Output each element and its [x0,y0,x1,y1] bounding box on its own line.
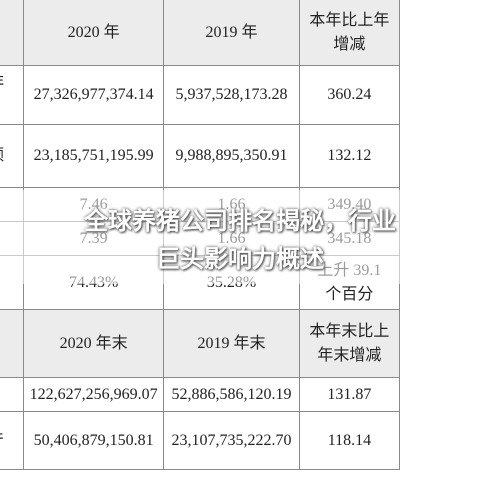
cell-text: 122,627,256,969.07 [29,385,158,403]
table-row: 的净资产 50,406,879,150.81 23,107,735,222.70 11… [0,411,401,470]
table-cell: 50,406,879,150.81 [22,411,165,470]
overlay-caption: 全球养猪公司排名揭秘，行业 巨头影响力概述 [0,202,480,278]
caption-line: 巨头影响力概述 [156,245,324,273]
table-cell: 9,988,895,350.91 [163,124,300,188]
caption-line: 全球养猪公司排名揭秘，行业 [84,207,396,235]
overlay-band [0,190,480,284]
cell-text: 2019 年末 [197,334,266,352]
cell-text: 132.12 [327,147,372,164]
cell-text: 360.24 [327,86,372,103]
cell-text: 2019 年 [205,23,258,41]
cell-text: 个百分 [325,285,374,303]
table-cell [0,309,24,378]
table-cell: 5,937,528,173.28 [163,65,300,125]
cell-text: 27,326,977,374.14 [33,86,154,103]
table-cell: 2019 年 [163,0,300,66]
cell-text: 年末增减 [317,346,382,364]
table-cell: 2020 年 [22,0,165,66]
table-row: 的扣除非（元） 27,326,977,374.14 5,937,528,173.28… [0,65,401,125]
cell-text: 增减 [333,35,366,53]
table-row: 流量净额 23,185,751,195.99 9,988,895,350.91 132… [0,124,401,188]
cell-text: 2020 年末 [59,334,128,352]
cell-text: 本年末比上 [309,322,390,340]
cell-text: 52,886,586,120.19 [171,385,292,403]
header-row: 2020 年 2019 年 本年比上年增减 [0,0,401,66]
cell-text: 5,937,528,173.28 [175,86,288,103]
table-row: 122,627,256,969.07 52,886,586,120.19 131.8… [0,377,401,412]
table-cell [0,0,24,66]
cell-text: 23,107,735,222.70 [171,431,292,449]
table-cell: 本年末比上 年末增减 [298,309,401,378]
table-cell: 23,185,751,195.99 [22,124,165,188]
cell-text: 的扣除非 [0,71,22,95]
table-cell: 131.87 [298,377,401,412]
table-cell: 360.24 [298,65,401,125]
header-row: 2020 年末 2019 年末 本年末比上年末增减 [0,309,401,378]
table-cell: 流量净额 [0,124,24,188]
table-cell: 2020 年末 [22,309,165,378]
table-cell [0,377,24,412]
cell-text: 9,988,895,350.91 [175,147,288,164]
cell-text: 的净资产 [0,429,22,453]
table-cell: 的净资产 [0,411,24,470]
table-cell: 本年比上年 增减 [298,0,401,66]
table-cell: 118.14 [298,411,401,470]
cell-text: 23,185,751,195.99 [33,147,154,164]
cell-text: 118.14 [327,431,372,449]
table-cell: 122,627,256,969.07 [22,377,165,412]
table-cell: 27,326,977,374.14 [22,65,165,125]
cell-text: 131.87 [327,385,372,403]
cell-text: 本年比上年 [309,11,390,29]
cell-text: 流量净额 [0,144,22,168]
table-cell: 52,886,586,120.19 [163,377,300,412]
table-cell: 的扣除非（元） [0,65,24,125]
cell-text: （元） [0,95,22,119]
cell-text: 2020 年 [67,23,120,41]
cell-text: 50,406,879,150.81 [33,431,154,449]
table-cell: 132.12 [298,124,401,188]
table-cell: 2019 年末 [163,309,300,378]
financial-table: 2020 年 2019 年 本年比上年增减的扣除非（元） 27,326,977,374… [0,0,401,470]
table-cell: 23,107,735,222.70 [163,411,300,470]
